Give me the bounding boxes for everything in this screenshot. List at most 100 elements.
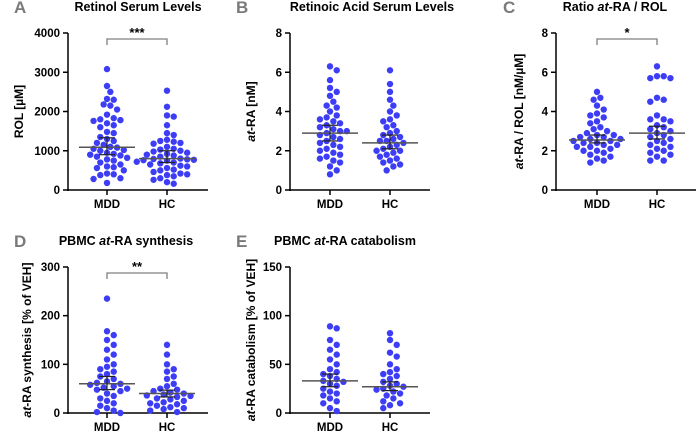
data-point-mdd	[103, 295, 111, 302]
data-point-hc	[157, 146, 164, 153]
data-point-hc	[383, 151, 390, 158]
data-point-mdd	[593, 118, 601, 125]
data-point-hc	[177, 139, 184, 147]
data-point-mdd	[320, 400, 327, 407]
x-tick-label: MDD	[94, 199, 120, 211]
data-point-hc	[380, 118, 387, 125]
data-point-mdd	[330, 125, 337, 133]
y-axis-label: at-RA catabolism [% of VEH]	[244, 259, 258, 421]
data-point-hc	[163, 112, 171, 119]
data-point-hc	[163, 122, 171, 129]
x-tick-label: HC	[382, 199, 399, 211]
data-point-hc	[160, 399, 167, 406]
panel-letter: E	[236, 232, 247, 251]
data-point-mdd	[573, 143, 581, 151]
data-point-hc	[386, 80, 394, 88]
data-point-mdd	[326, 163, 334, 170]
data-point-hc	[153, 402, 161, 409]
data-point-hc	[647, 149, 654, 156]
y-axis-label-segment: at	[20, 406, 34, 418]
significance-stars: ***	[129, 25, 145, 40]
x-tick-label: HC	[649, 199, 666, 211]
data-point-mdd	[593, 102, 601, 109]
data-point-mdd	[110, 122, 117, 129]
data-point-mdd	[103, 346, 111, 353]
y-tick-label: 6	[276, 67, 282, 79]
data-point-mdd	[117, 387, 124, 395]
data-point-hc	[373, 386, 380, 393]
data-point-mdd	[326, 404, 334, 412]
data-point-mdd	[316, 124, 324, 131]
data-point-mdd	[110, 164, 117, 171]
data-point-mdd	[593, 110, 601, 117]
data-point-hc	[390, 102, 397, 109]
data-point-mdd	[587, 112, 594, 119]
data-point-hc	[393, 127, 400, 135]
data-point-mdd	[110, 368, 117, 375]
data-point-hc	[390, 135, 397, 143]
data-point-hc	[386, 375, 394, 383]
data-point-hc	[133, 158, 140, 165]
data-point-mdd	[330, 141, 337, 149]
data-point-hc	[386, 368, 394, 376]
y-tick-label: 4000	[34, 28, 60, 40]
data-point-hc	[383, 124, 390, 131]
y-tick-label: 6	[542, 67, 548, 79]
data-point-mdd	[333, 67, 340, 74]
y-tick-label: 200	[41, 311, 60, 323]
data-point-mdd	[587, 159, 594, 166]
data-point-mdd	[110, 351, 117, 358]
data-point-mdd	[336, 135, 344, 143]
data-point-mdd	[333, 112, 340, 119]
y-axis-label-segment: -RA / ROL [nM/µM]	[512, 54, 526, 159]
data-point-mdd	[333, 361, 340, 368]
panel-title: PBMC at-RA synthesis	[59, 234, 193, 248]
y-tick-label: 300	[41, 262, 60, 274]
data-point-mdd	[326, 76, 334, 84]
data-point-mdd	[103, 65, 111, 73]
data-point-mdd	[103, 82, 111, 90]
data-point-mdd	[330, 149, 337, 156]
data-point-mdd	[110, 375, 117, 383]
data-point-mdd	[333, 88, 340, 96]
data-point-mdd	[110, 407, 117, 414]
data-point-hc	[390, 122, 397, 129]
data-point-hc	[653, 72, 661, 80]
data-point-hc	[167, 396, 174, 403]
data-point-hc	[163, 375, 171, 383]
data-point-mdd	[100, 141, 107, 149]
data-point-hc	[163, 136, 171, 143]
y-axis-label-segment: -RA synthesis [% of VEH]	[20, 263, 34, 407]
data-point-mdd	[110, 392, 117, 400]
data-point-hc	[170, 173, 177, 180]
data-point-hc	[653, 145, 661, 152]
data-point-mdd	[323, 153, 330, 160]
data-point-hc	[390, 388, 397, 395]
y-axis-label: at-RA [nM]	[244, 81, 258, 141]
data-point-mdd	[93, 153, 101, 160]
data-point-hc	[396, 147, 404, 154]
data-point-hc	[390, 149, 397, 156]
data-point-hc	[386, 157, 394, 164]
data-point-hc	[396, 400, 404, 407]
data-point-hc	[396, 133, 404, 141]
y-tick-label: 3000	[34, 67, 60, 79]
data-point-mdd	[330, 98, 337, 105]
data-point-mdd	[103, 128, 111, 136]
data-point-mdd	[110, 157, 117, 164]
data-point-hc	[180, 404, 187, 412]
data-point-hc	[170, 113, 177, 120]
data-point-hc	[150, 148, 157, 155]
y-tick-label: 100	[263, 311, 282, 323]
panel-title-segment: -RA / ROL	[609, 0, 668, 14]
y-tick-label: 50	[269, 359, 282, 371]
data-point-mdd	[593, 147, 601, 154]
data-point-mdd	[330, 157, 337, 164]
data-point-hc	[163, 87, 171, 94]
data-point-hc	[393, 366, 400, 373]
data-point-hc	[647, 125, 654, 133]
data-point-mdd	[97, 116, 104, 123]
data-point-mdd	[103, 370, 111, 378]
data-point-hc	[660, 124, 667, 131]
